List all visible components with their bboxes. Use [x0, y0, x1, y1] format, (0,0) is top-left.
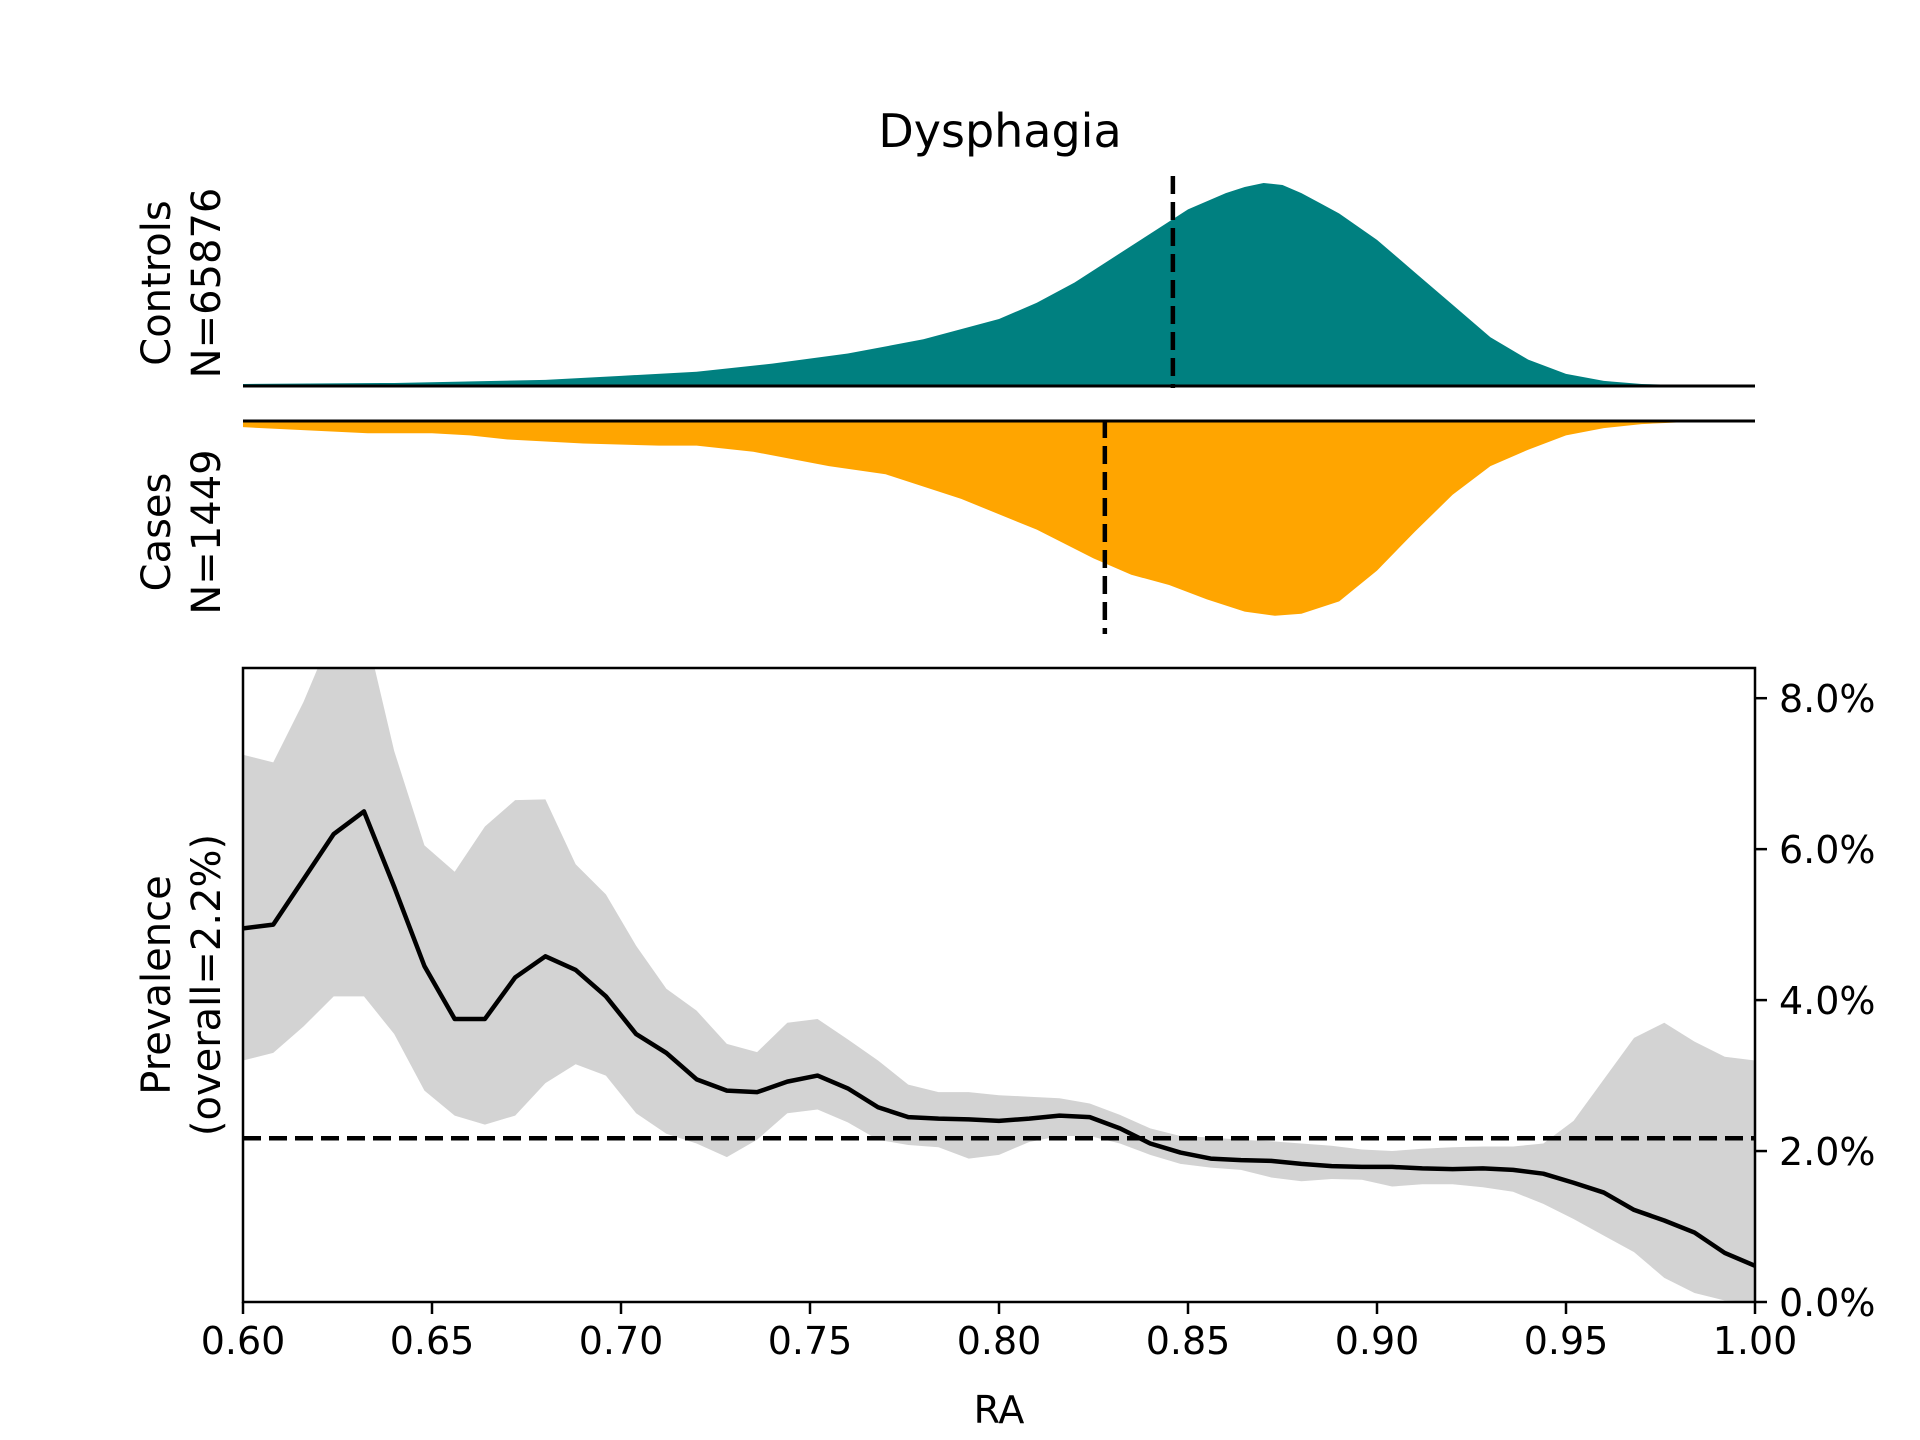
x-tick-label: 0.85 [1146, 1319, 1231, 1363]
prevalence-ylabel: Prevalence [134, 875, 180, 1094]
controls-panel: Controls N=65876 [134, 176, 1755, 388]
y-tick-label: 2.0% [1779, 1130, 1876, 1174]
cases-density-area [243, 421, 1755, 616]
x-tick-label: 0.65 [390, 1319, 475, 1363]
y-tick-label: 8.0% [1779, 677, 1876, 721]
x-tick-label: 0.70 [579, 1319, 664, 1363]
prevalence-ci-band [243, 668, 1755, 1302]
x-tick-label: 0.75 [768, 1319, 853, 1363]
prevalence-line [243, 809, 1755, 1268]
controls-label: Controls [134, 200, 180, 365]
y-axis-ticks: 0.0% 2.0% 4.0% 6.0% 8.0% [1755, 677, 1876, 1325]
chart-title: Dysphagia [878, 104, 1121, 158]
prevalence-panel: 0.60 0.65 0.70 0.75 0.80 0.85 0.90 0.95 1.00 0.0… [134, 666, 1876, 1432]
x-axis-ticks: 0.60 0.65 0.70 0.75 0.80 0.85 0.90 0.95 1.00 [201, 1302, 1798, 1363]
x-tick-label: 1.00 [1713, 1319, 1798, 1363]
x-tick-label: 0.95 [1524, 1319, 1609, 1363]
controls-count: N=65876 [184, 188, 230, 379]
x-tick-label: 0.90 [1335, 1319, 1420, 1363]
y-tick-label: 6.0% [1779, 828, 1876, 872]
cases-count: N=1449 [184, 449, 230, 614]
prevalence-ylabel-overall: (overall=2.2%) [184, 834, 230, 1136]
cases-panel: Cases N=1449 [134, 419, 1755, 634]
y-tick-label: 4.0% [1779, 979, 1876, 1023]
x-tick-label: 0.80 [957, 1319, 1042, 1363]
y-tick-label: 0.0% [1779, 1281, 1876, 1325]
x-tick-label: 0.60 [201, 1319, 286, 1363]
x-axis-label: RA [974, 1388, 1025, 1432]
cases-label: Cases [134, 473, 180, 592]
controls-density-area [243, 183, 1755, 386]
